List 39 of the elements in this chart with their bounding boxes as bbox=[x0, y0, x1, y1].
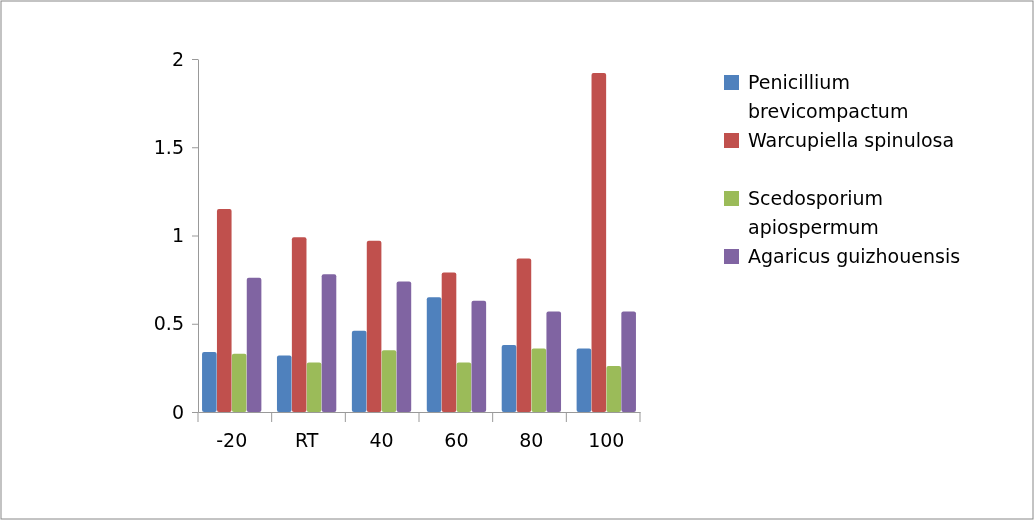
bar bbox=[471, 300, 487, 412]
x-tick-label: 40 bbox=[369, 429, 394, 452]
x-tick-label: -20 bbox=[216, 429, 248, 452]
y-tick-label: 1.5 bbox=[153, 135, 184, 158]
bar bbox=[606, 366, 622, 412]
bar bbox=[231, 353, 247, 412]
y-tick-label: 0.5 bbox=[153, 312, 184, 335]
x-tick-label: 60 bbox=[444, 429, 469, 452]
bar bbox=[246, 277, 262, 412]
x-tick-label: RT bbox=[294, 429, 319, 452]
y-tick-label: 0 bbox=[171, 400, 184, 423]
bar bbox=[216, 209, 232, 412]
y-tick-label: 2 bbox=[171, 47, 184, 70]
bar bbox=[351, 330, 367, 412]
legend-label: Agaricus guizhouensis bbox=[748, 245, 961, 267]
y-tick-label: 1 bbox=[171, 224, 184, 247]
bar bbox=[546, 311, 562, 412]
bar bbox=[366, 240, 382, 412]
bar bbox=[501, 344, 517, 412]
bar bbox=[441, 272, 457, 412]
bar bbox=[396, 281, 412, 412]
x-tick-label: 80 bbox=[519, 429, 544, 452]
bar bbox=[321, 274, 337, 412]
legend-label: Scedosporium apiospermum bbox=[748, 187, 884, 238]
legend-label: Warcupiella spinulosa bbox=[748, 129, 955, 151]
bar bbox=[426, 297, 442, 412]
bar bbox=[456, 362, 472, 412]
bar bbox=[306, 362, 322, 412]
bar bbox=[516, 258, 532, 412]
bar bbox=[202, 351, 217, 412]
bar bbox=[621, 311, 636, 412]
bar bbox=[276, 355, 292, 412]
legend-label: Penicillium brevicompactum bbox=[748, 71, 909, 122]
bar bbox=[291, 237, 307, 412]
bar bbox=[591, 73, 607, 412]
x-tick-label: 100 bbox=[588, 429, 625, 452]
bar bbox=[531, 348, 547, 412]
bar bbox=[381, 350, 397, 412]
bar bbox=[576, 348, 592, 412]
